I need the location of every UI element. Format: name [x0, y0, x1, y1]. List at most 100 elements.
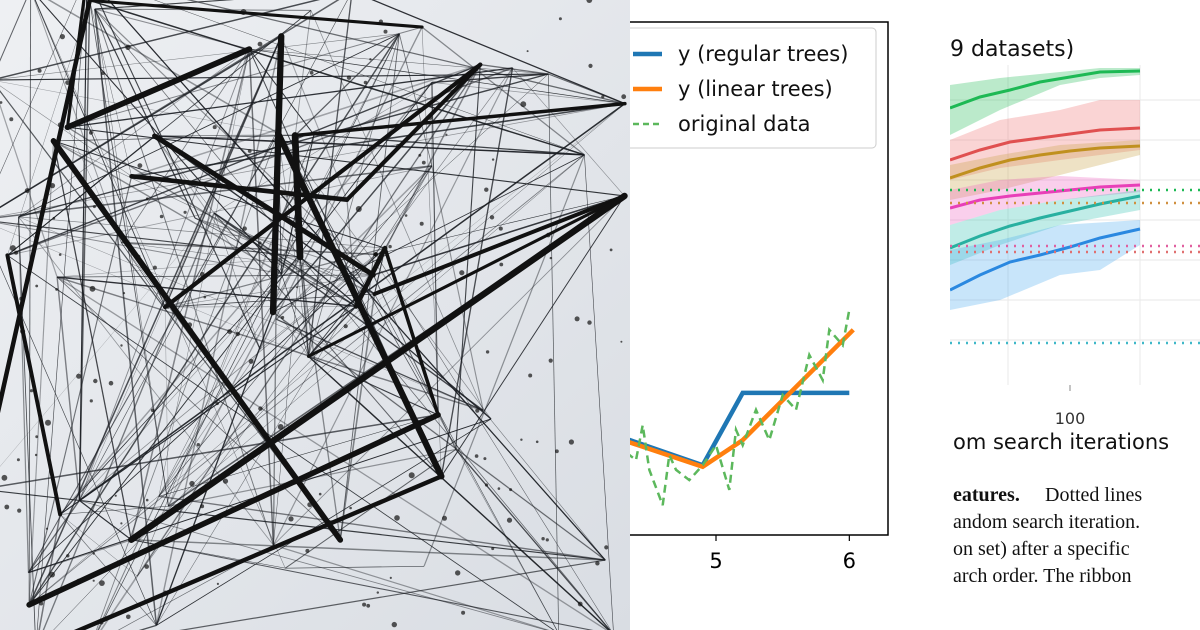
network-knot: [114, 494, 117, 497]
network-knot: [309, 70, 314, 75]
network-knot: [376, 591, 379, 594]
network-strand: [29, 103, 626, 606]
network-strand: [7, 67, 513, 256]
network-strand: [285, 565, 425, 569]
network-strand: [7, 254, 555, 630]
network-knot: [442, 515, 447, 521]
network-strand: [273, 256, 301, 546]
caption-bold: eatures.: [953, 484, 1020, 506]
network-knot: [58, 253, 62, 256]
network-knot: [535, 440, 539, 444]
ribbons: [950, 68, 1140, 310]
network-strand: [299, 256, 341, 540]
right-figure: 9 datasets) 100 om search iterations eat…: [950, 37, 1200, 587]
network-strand: [165, 306, 357, 308]
grid: [950, 65, 1200, 385]
network-knot: [144, 564, 149, 569]
network-knot: [257, 41, 263, 47]
network-knot: [346, 75, 352, 80]
network-strand: [56, 276, 608, 630]
network-strand: [273, 195, 625, 546]
network-knot: [378, 19, 383, 24]
network-knot: [325, 232, 330, 237]
curves: [950, 69, 1141, 292]
network-knot: [520, 438, 523, 441]
network-strand: [308, 355, 439, 416]
network-strand: [168, 448, 456, 507]
network-knot: [89, 130, 93, 135]
network-knot: [491, 547, 495, 551]
network-knot: [37, 68, 42, 73]
network-strand: [154, 135, 585, 156]
network-strand: [56, 276, 341, 541]
caption-line: andom search iteration.: [953, 511, 1140, 533]
network-knot: [183, 210, 187, 214]
network-knot: [461, 610, 466, 615]
legend: [630, 27, 877, 149]
network-knot: [258, 241, 262, 245]
network-knot: [489, 215, 495, 220]
network-strand: [18, 33, 400, 218]
network-knot: [586, 0, 593, 3]
network-knot: [99, 620, 104, 625]
network-knot: [419, 221, 424, 226]
network-knot: [122, 292, 126, 295]
network-strand: [273, 544, 550, 630]
middle-chart: y (regular trees) y (linear trees) origina…: [630, 0, 900, 630]
network-knot: [349, 506, 352, 510]
network-strand: [17, 216, 30, 573]
network-knot: [39, 601, 44, 606]
network-strand: [249, 48, 549, 75]
network-strand: [28, 36, 282, 606]
network-knot: [227, 329, 233, 334]
network-knot: [55, 288, 58, 291]
network-strand: [431, 82, 625, 105]
network-knot: [150, 408, 155, 413]
network-strand: [0, 490, 606, 561]
network-strand: [57, 274, 374, 278]
network-knot: [166, 305, 170, 309]
network-strand: [373, 195, 625, 276]
network-knot: [506, 517, 513, 523]
network-strand: [277, 133, 309, 357]
network-knot: [247, 149, 252, 153]
network-strand: [94, 0, 234, 10]
network-knot: [248, 358, 254, 364]
curve: [950, 126, 1141, 162]
network-strand: [28, 0, 32, 605]
network-strand: [131, 539, 606, 561]
network-strand: [339, 293, 376, 541]
network-strand: [168, 134, 315, 507]
network-cable: [50, 138, 344, 543]
network-knot: [357, 299, 362, 305]
network-strand: [94, 8, 274, 546]
network-knot: [4, 504, 10, 510]
network-knot: [609, 248, 613, 252]
network-knot: [555, 449, 559, 454]
network-strand: [0, 414, 439, 487]
network-strand: [249, 48, 625, 104]
network-knot: [545, 538, 549, 542]
network-knot: [159, 214, 164, 219]
network-strand: [138, 624, 157, 630]
network-knot: [89, 285, 96, 292]
network-cable: [344, 62, 483, 202]
network-cable: [269, 33, 285, 316]
network-knot: [240, 9, 247, 15]
network-knot: [235, 331, 240, 337]
network-knot: [19, 296, 24, 301]
network-strand: [213, 212, 261, 350]
network-knot: [355, 206, 362, 212]
network-knot: [549, 256, 552, 260]
network-strand: [89, 0, 169, 507]
network-strand: [39, 0, 282, 275]
network-knot: [288, 516, 294, 522]
network-strand: [59, 81, 433, 515]
network-knot: [59, 34, 65, 40]
network-strand: [421, 26, 585, 156]
network-strand: [164, 36, 282, 308]
network-knot: [568, 439, 575, 445]
network-knot: [137, 163, 143, 169]
network-knot: [343, 324, 348, 329]
network-strand: [67, 126, 357, 307]
